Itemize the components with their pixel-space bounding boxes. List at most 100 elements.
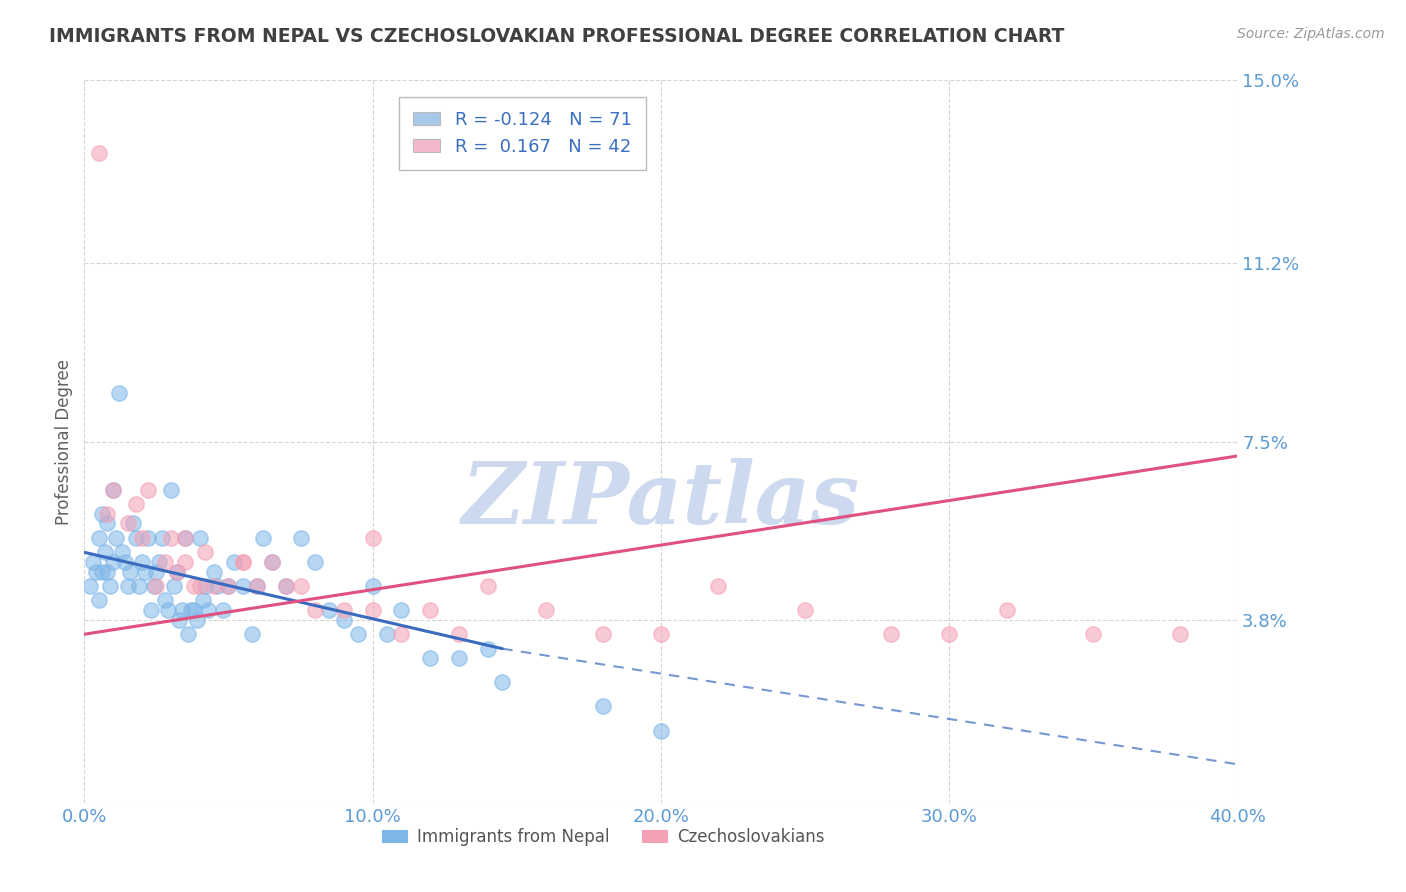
Point [188, 579, 211, 593]
Point [145, 579, 167, 593]
Point [166, 565, 188, 579]
Point [224, 555, 246, 569]
Point [260, 555, 283, 569]
Point [232, 555, 254, 569]
Point [125, 497, 148, 511]
Point [87, 593, 110, 607]
Point [260, 555, 283, 569]
Point [592, 627, 614, 641]
Point [391, 603, 413, 617]
Point [96, 565, 118, 579]
Point [174, 531, 197, 545]
Point [166, 565, 188, 579]
Point [650, 627, 672, 641]
Point [211, 603, 233, 617]
Point [145, 565, 167, 579]
Point [84, 565, 107, 579]
Point [150, 531, 173, 545]
Point [232, 579, 254, 593]
Point [105, 531, 128, 545]
Point [794, 603, 817, 617]
Point [183, 603, 205, 617]
Point [177, 627, 200, 641]
Point [449, 627, 471, 641]
Point [333, 613, 356, 627]
Point [96, 507, 118, 521]
Point [156, 603, 179, 617]
Point [103, 483, 124, 497]
Point [139, 603, 162, 617]
Point [117, 579, 139, 593]
Point [1168, 627, 1191, 641]
Point [347, 627, 370, 641]
Point [183, 579, 205, 593]
Point [707, 579, 730, 593]
Point [246, 579, 269, 593]
Point [202, 565, 225, 579]
Text: IMMIGRANTS FROM NEPAL VS CZECHOSLOVAKIAN PROFESSIONAL DEGREE CORRELATION CHART: IMMIGRANTS FROM NEPAL VS CZECHOSLOVAKIAN… [49, 27, 1064, 45]
Y-axis label: Professional Degree: Professional Degree [55, 359, 73, 524]
Point [87, 531, 110, 545]
Point [232, 555, 254, 569]
Point [93, 545, 115, 559]
Point [180, 603, 202, 617]
Point [169, 613, 191, 627]
Point [197, 603, 219, 617]
Point [174, 555, 197, 569]
Point [592, 699, 614, 714]
Point [375, 627, 398, 641]
Point [79, 579, 101, 593]
Point [82, 555, 104, 569]
Point [98, 579, 121, 593]
Point [318, 603, 340, 617]
Point [194, 579, 217, 593]
Point [419, 603, 441, 617]
Point [246, 579, 269, 593]
Point [534, 603, 557, 617]
Point [333, 603, 356, 617]
Point [361, 579, 384, 593]
Point [103, 483, 124, 497]
Point [1083, 627, 1105, 641]
Point [114, 555, 136, 569]
Point [391, 627, 413, 641]
Point [131, 555, 153, 569]
Point [134, 565, 156, 579]
Point [252, 531, 274, 545]
Point [491, 675, 513, 690]
Point [995, 603, 1018, 617]
Point [290, 579, 312, 593]
Point [125, 531, 148, 545]
Point [186, 613, 208, 627]
Point [290, 531, 312, 545]
Point [477, 579, 499, 593]
Point [174, 531, 197, 545]
Point [194, 545, 217, 559]
Point [148, 555, 170, 569]
Point [477, 641, 499, 656]
Point [218, 579, 240, 593]
Legend: Immigrants from Nepal, Czechoslovakians: Immigrants from Nepal, Czechoslovakians [375, 821, 831, 852]
Point [650, 723, 672, 738]
Point [108, 386, 131, 401]
Point [136, 531, 159, 545]
Point [96, 516, 118, 531]
Point [880, 627, 903, 641]
Point [163, 579, 186, 593]
Point [361, 531, 384, 545]
Point [304, 555, 326, 569]
Point [191, 593, 214, 607]
Point [160, 483, 183, 497]
Text: ZIPatlas: ZIPatlas [461, 458, 860, 541]
Text: Source: ZipAtlas.com: Source: ZipAtlas.com [1237, 27, 1385, 41]
Point [111, 545, 134, 559]
Point [153, 555, 176, 569]
Point [160, 531, 183, 545]
Point [153, 593, 176, 607]
Point [276, 579, 298, 593]
Point [218, 579, 240, 593]
Point [449, 651, 471, 665]
Point [240, 627, 263, 641]
Point [202, 579, 225, 593]
Point [117, 516, 139, 531]
